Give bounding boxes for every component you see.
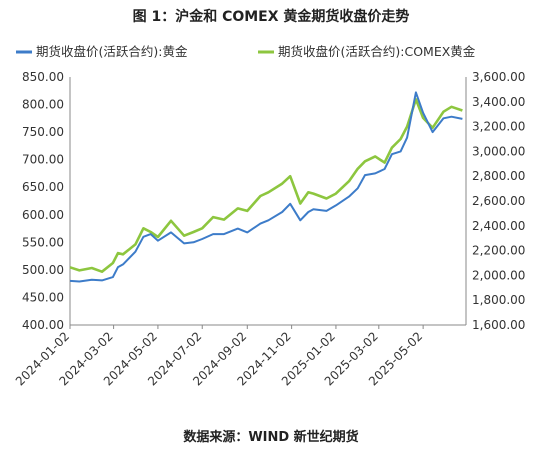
- right-tick-label: 3,200.00: [472, 120, 525, 134]
- series-line-2: [69, 98, 463, 274]
- right-tick-label: 2,600.00: [472, 194, 525, 208]
- legend-label-1: 期货收盘价(活跃合约):黄金: [36, 44, 188, 59]
- left-tick-label: 700.00: [22, 153, 64, 167]
- right-tick-label: 3,000.00: [472, 144, 525, 158]
- left-tick-label: 650.00: [22, 180, 64, 194]
- left-tick-label: 600.00: [22, 208, 64, 222]
- left-tick-label: 500.00: [22, 263, 64, 277]
- chart-title: 图 1：沪金和 COMEX 黄金期货收盘价走势: [132, 9, 410, 25]
- right-tick-label: 2,200.00: [472, 244, 525, 258]
- left-tick-label: 850.00: [22, 70, 64, 84]
- axes: [69, 77, 467, 326]
- left-tick-label: 750.00: [22, 125, 64, 139]
- legend: 期货收盘价(活跃合约):黄金 期货收盘价(活跃合约):COMEX黄金: [16, 44, 476, 59]
- right-tick-label: 3,600.00: [472, 70, 525, 84]
- series-line-1: [69, 91, 463, 283]
- legend-label-2: 期货收盘价(活跃合约):COMEX黄金: [278, 44, 476, 59]
- right-tick-label: 1,600.00: [472, 318, 525, 332]
- left-tick-label: 450.00: [22, 290, 64, 304]
- data-source: 数据来源：WIND 新世纪期货: [183, 430, 359, 445]
- left-tick-label: 400.00: [22, 318, 64, 332]
- left-axis-ticks: 400.00 450.00 500.00 550.00 600.00 650.00 700.…: [22, 70, 64, 332]
- x-axis-ticks: 2024-01-022024-03-022024-05-022024-07-02…: [13, 325, 425, 388]
- right-tick-label: 2,800.00: [472, 169, 525, 183]
- right-tick-label: 2,400.00: [472, 219, 525, 233]
- right-axis-ticks: 1,600.00 1,800.00 2,000.00 2,200.00 2,400.00…: [472, 70, 525, 332]
- right-tick-label: 3,400.00: [472, 95, 525, 109]
- left-tick-label: 550.00: [22, 235, 64, 249]
- right-tick-label: 1,800.00: [472, 293, 525, 307]
- series-layer: [69, 91, 463, 283]
- right-tick-label: 2,000.00: [472, 268, 525, 282]
- left-tick-label: 800.00: [22, 98, 64, 112]
